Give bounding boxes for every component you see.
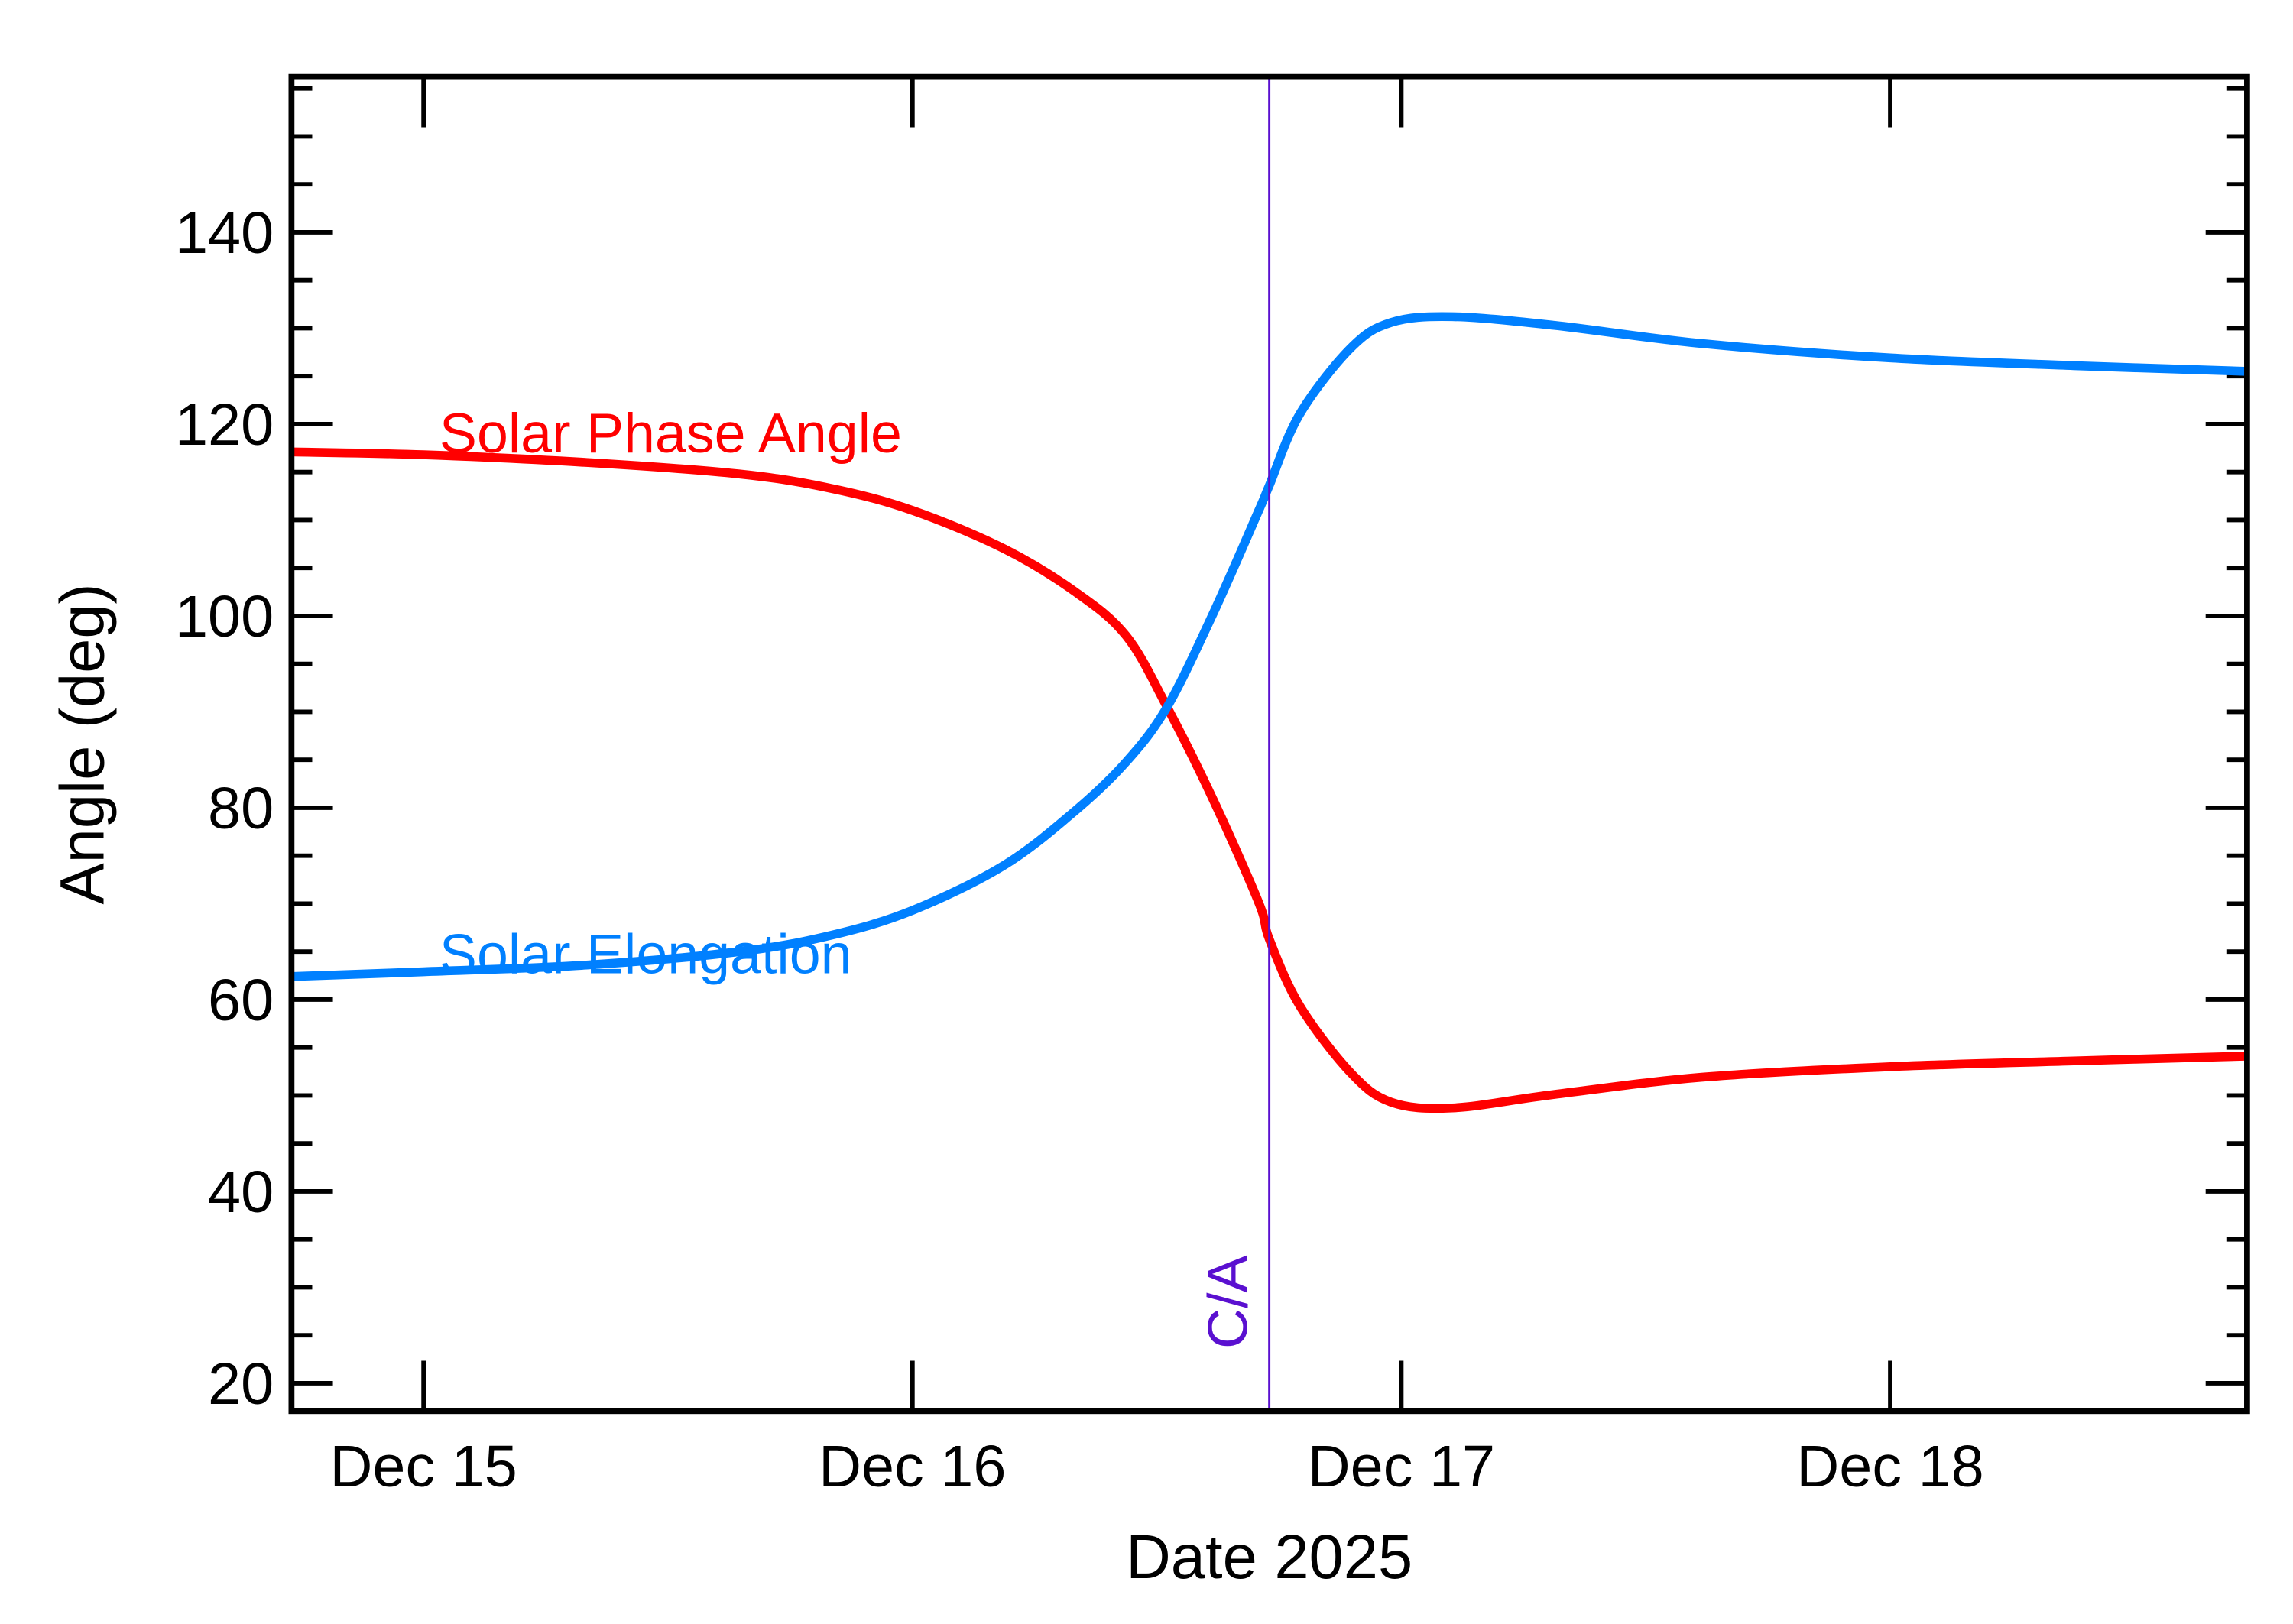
series-label-solar-phase-angle: Solar Phase Angle: [439, 401, 902, 465]
series-line-solar-phase-angle: [291, 447, 2248, 1113]
y-tick-label: 140: [175, 200, 274, 266]
y-tick-label: 60: [208, 968, 274, 1033]
axis-ticks: [291, 76, 2247, 1412]
x-tick-label: Dec 15: [330, 1434, 517, 1499]
y-tick-label: 40: [208, 1159, 274, 1225]
x-tick-label: Dec 17: [1308, 1434, 1495, 1499]
x-tick-label: Dec 18: [1796, 1434, 1983, 1499]
tick-labels: 20 40 60 80 100 120 140 Dec 15 Dec 16 Dec 17 Dec 1…: [175, 200, 1984, 1499]
series-lines: [291, 312, 2248, 1113]
plot-frame: [288, 73, 2250, 1415]
x-axis-title: Date 2025: [1126, 1522, 1412, 1592]
y-tick-label: 120: [175, 392, 274, 458]
y-tick-label: 100: [175, 584, 274, 650]
series-label-solar-elongation: Solar Elongation: [439, 922, 852, 985]
series-line-solar-elongation: [291, 312, 2248, 981]
y-axis-title: Angle (deg): [48, 583, 118, 904]
closest-approach-label: C/A: [1196, 1255, 1260, 1349]
x-tick-label: Dec 16: [819, 1434, 1006, 1499]
y-tick-label: 80: [208, 776, 274, 841]
y-tick-label: 20: [208, 1351, 274, 1417]
